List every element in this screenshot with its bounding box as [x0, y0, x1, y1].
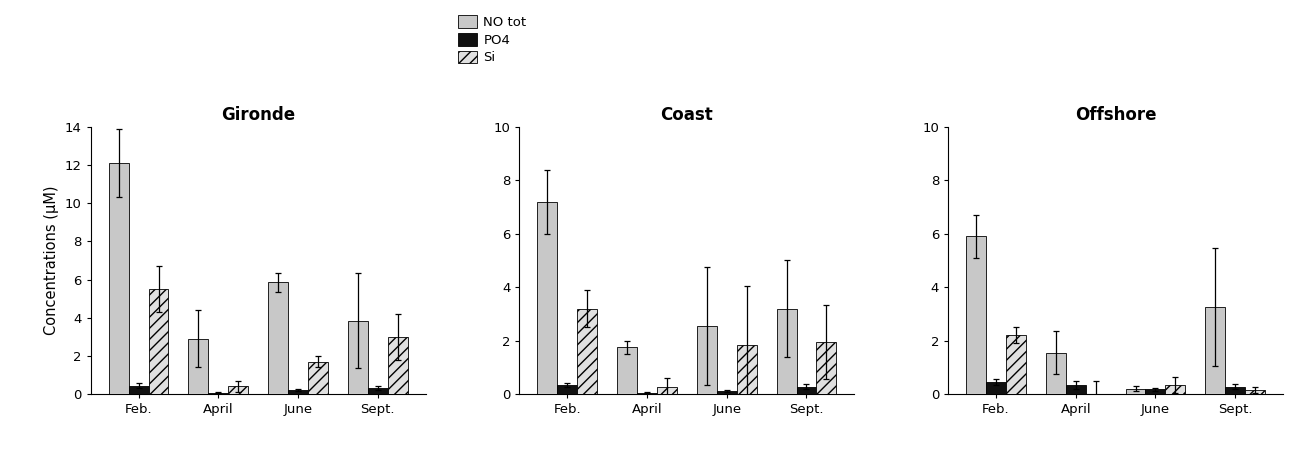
Y-axis label: Concentrations (μM): Concentrations (μM) — [44, 186, 60, 335]
Bar — [717, 391, 736, 394]
Bar — [209, 393, 228, 394]
Bar — [1205, 307, 1225, 394]
Bar — [149, 289, 168, 394]
Bar — [1146, 389, 1165, 394]
Bar — [1245, 390, 1265, 394]
Bar — [986, 382, 1006, 394]
Bar — [1225, 386, 1245, 394]
Bar — [697, 326, 717, 394]
Bar — [388, 337, 408, 394]
Bar — [538, 202, 557, 394]
Title: Offshore: Offshore — [1074, 106, 1156, 124]
Bar — [308, 361, 328, 394]
Bar — [617, 347, 638, 394]
Bar — [797, 386, 816, 394]
Bar — [816, 342, 836, 394]
Bar — [368, 388, 388, 394]
Bar — [736, 345, 757, 394]
Bar — [776, 308, 797, 394]
Bar — [1006, 335, 1026, 394]
Bar — [128, 386, 149, 394]
Bar — [557, 385, 577, 394]
Bar — [228, 386, 249, 394]
Title: Gironde: Gironde — [222, 106, 295, 124]
Legend: NO tot, PO4, Si: NO tot, PO4, Si — [455, 11, 530, 68]
Bar — [109, 163, 128, 394]
Bar — [1165, 385, 1186, 394]
Bar — [1065, 385, 1086, 394]
Bar — [966, 236, 986, 394]
Bar — [657, 387, 677, 394]
Bar — [347, 321, 368, 394]
Bar — [268, 282, 288, 394]
Bar — [638, 393, 657, 394]
Bar — [1125, 389, 1146, 394]
Bar — [288, 390, 308, 394]
Bar — [1046, 353, 1065, 394]
Bar — [188, 339, 209, 394]
Bar — [577, 308, 597, 394]
Title: Coast: Coast — [661, 106, 713, 124]
